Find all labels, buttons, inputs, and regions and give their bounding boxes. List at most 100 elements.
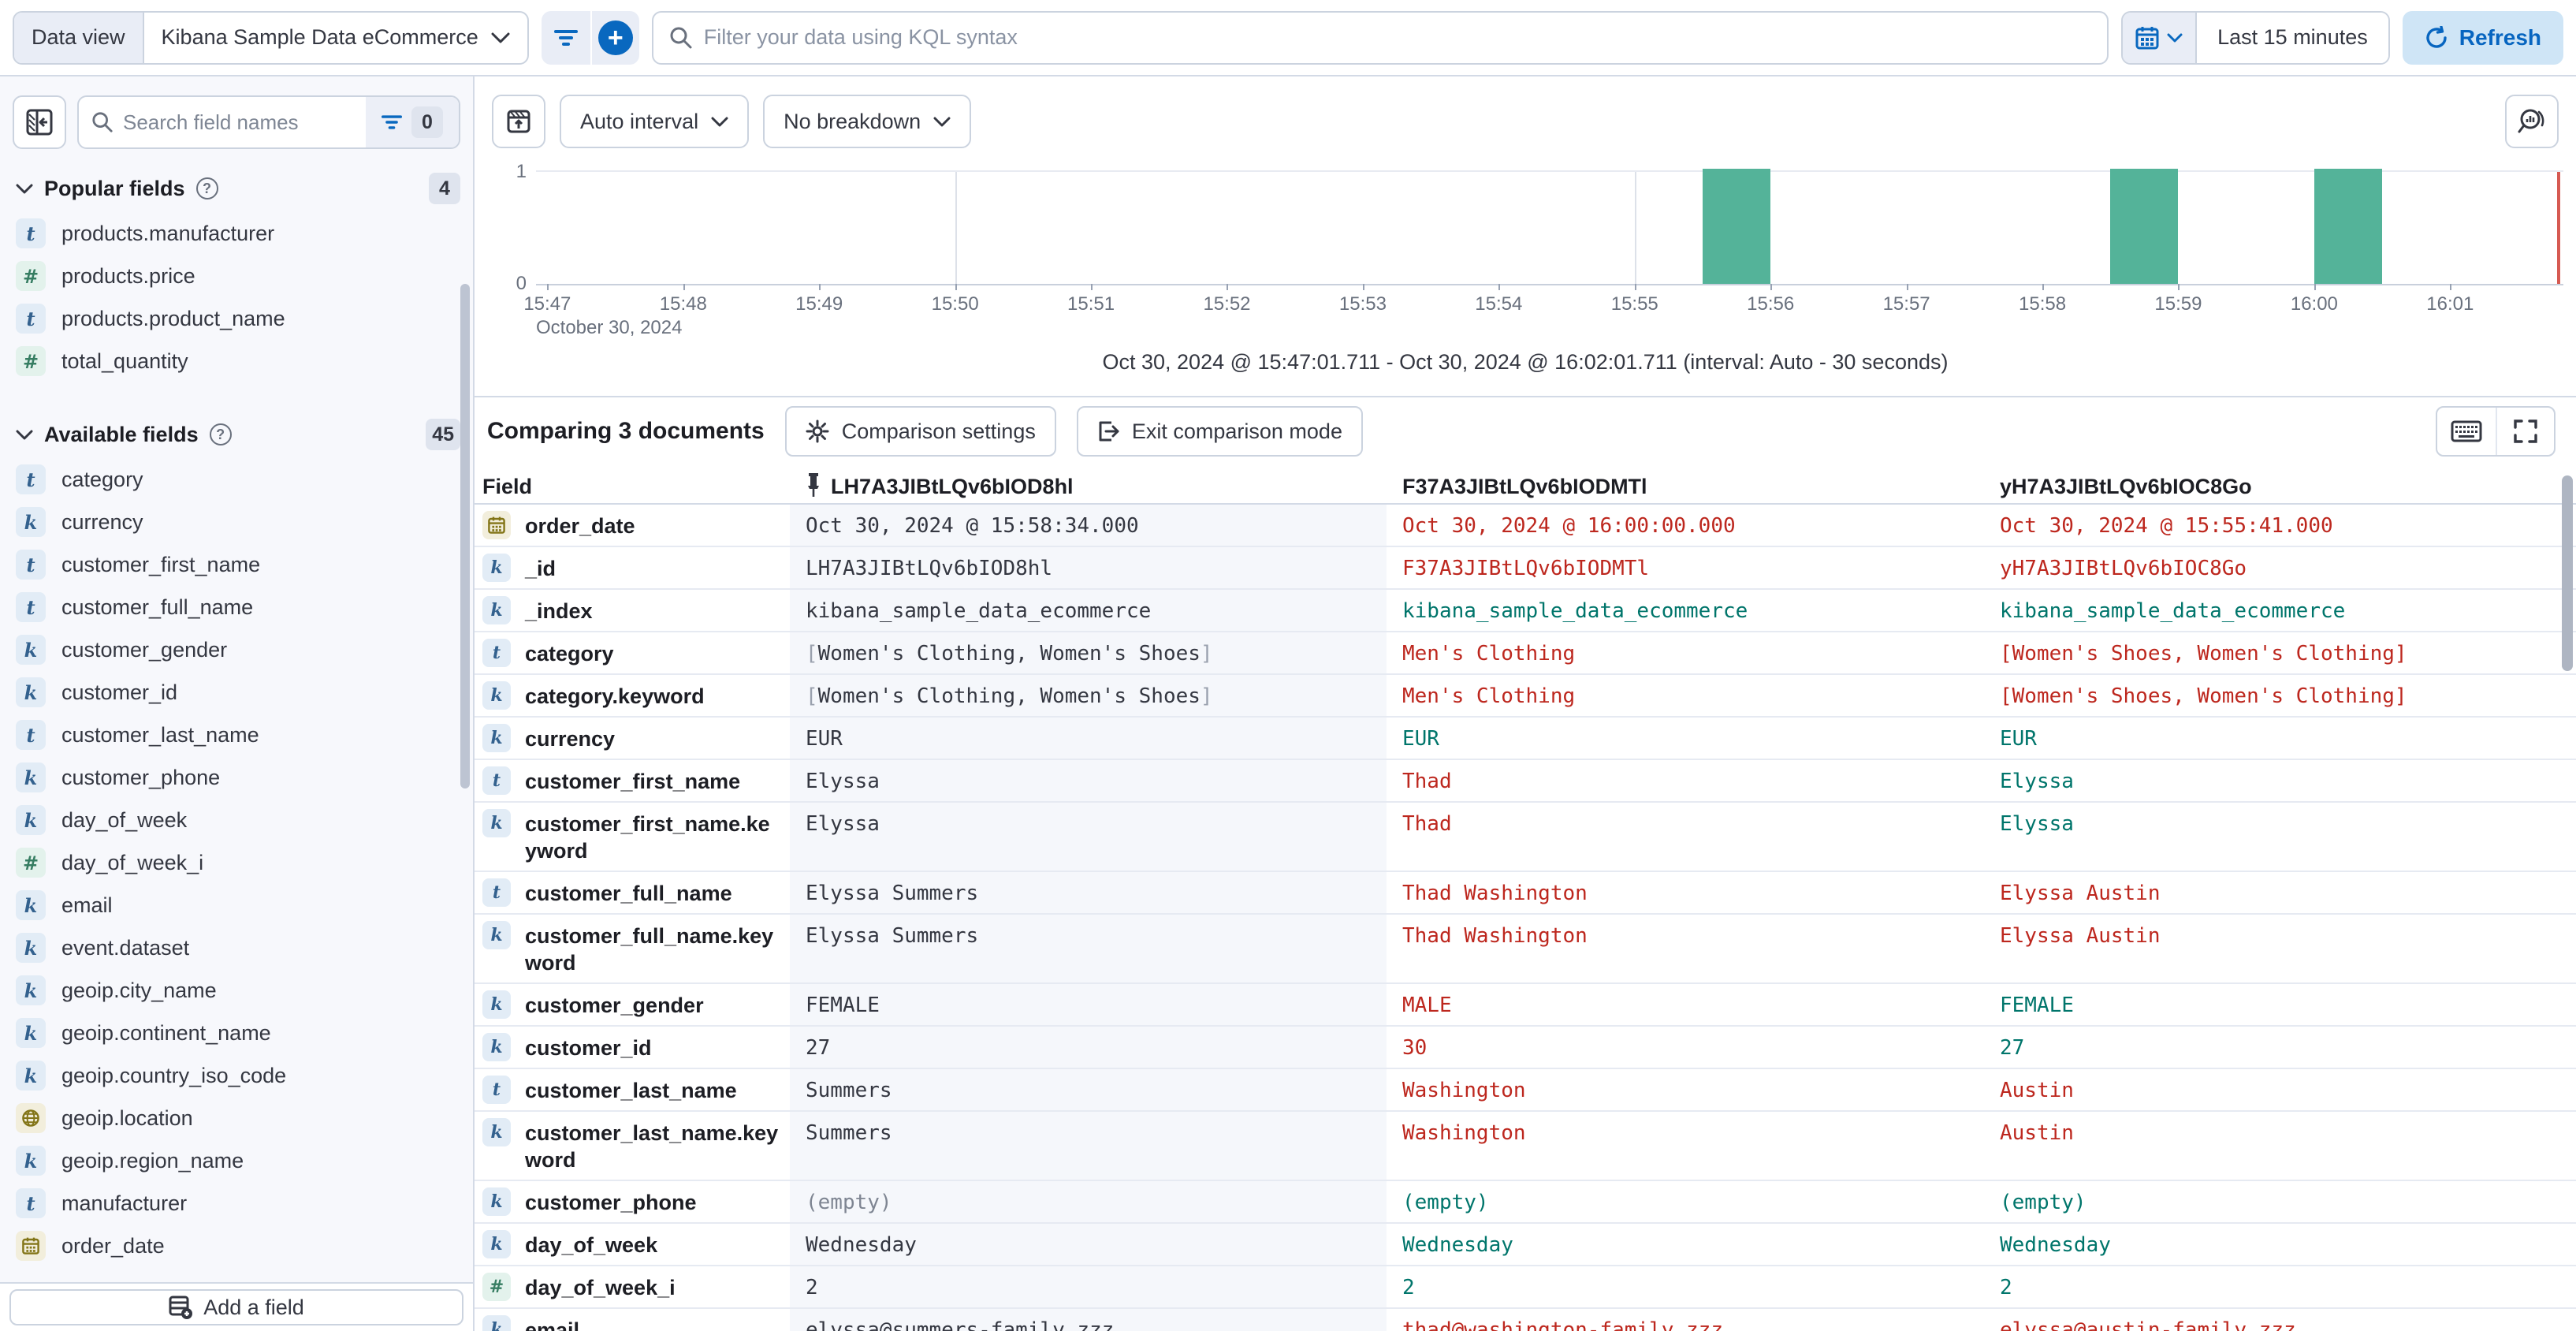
field-list-item[interactable]: geoip.location <box>0 1097 473 1139</box>
field-list-item[interactable]: k geoip.country_iso_code <box>0 1054 473 1097</box>
field-name-label: _index <box>525 599 593 623</box>
field-list-item[interactable]: t customer_last_name <box>0 714 473 756</box>
field-cell[interactable]: t customer_first_name <box>475 760 790 801</box>
collapse-panel-icon <box>25 108 54 136</box>
kql-search-input[interactable] <box>703 25 2092 50</box>
field-list-item[interactable]: k event.dataset <box>0 926 473 969</box>
exit-icon <box>1097 419 1119 443</box>
text-field-icon: t <box>16 550 46 580</box>
field-list-item[interactable]: t products.manufacturer <box>0 212 473 255</box>
collapse-sidebar-button[interactable] <box>13 95 66 149</box>
field-cell[interactable]: order_date <box>475 505 790 546</box>
field-cell[interactable]: # day_of_week_i <box>475 1266 790 1307</box>
field-name-label: _id <box>525 557 557 580</box>
field-list-item[interactable]: # day_of_week_i <box>0 841 473 884</box>
value-cell: Thad Washington <box>1387 915 1984 982</box>
field-cell[interactable]: k day_of_week <box>475 1224 790 1265</box>
field-list-item[interactable]: t customer_full_name <box>0 586 473 628</box>
field-list-item[interactable]: t customer_first_name <box>0 543 473 586</box>
interval-select[interactable]: Auto interval <box>560 95 750 148</box>
field-list-item[interactable]: t products.product_name <box>0 297 473 340</box>
field-cell[interactable]: k email <box>475 1309 790 1331</box>
keyword-field-icon: k <box>482 554 511 582</box>
field-name-label: customer_id <box>525 1036 652 1060</box>
field-list-item[interactable]: t category <box>0 458 473 501</box>
time-range-value[interactable]: Last 15 minutes <box>2197 12 2388 63</box>
data-view-picker[interactable]: Data view Kibana Sample Data eCommerce <box>13 10 529 65</box>
chart-plot-area[interactable] <box>536 169 2563 290</box>
popular-fields-header[interactable]: Popular fields ? 4 <box>0 157 473 212</box>
field-cell[interactable]: k customer_id <box>475 1027 790 1068</box>
histogram-bar[interactable] <box>1702 169 1771 284</box>
field-list-item[interactable]: k geoip.region_name <box>0 1139 473 1182</box>
keyword-field-icon: k <box>482 809 511 837</box>
field-list-item[interactable]: k customer_id <box>0 671 473 714</box>
field-cell[interactable]: t customer_full_name <box>475 872 790 913</box>
data-view-value[interactable]: Kibana Sample Data eCommerce <box>144 13 527 63</box>
x-axis-tick-label: 15:51 <box>1067 293 1115 315</box>
field-cell[interactable]: k _id <box>475 547 790 588</box>
field-cell[interactable]: k customer_first_name.keyword <box>475 803 790 871</box>
value-cell-pinned: FEMALE <box>790 984 1387 1025</box>
main-panel: Auto interval No breakdown 1 0 15:47 15:4… <box>475 76 2576 1331</box>
breakdown-select[interactable]: No breakdown <box>763 95 972 148</box>
exit-comparison-button[interactable]: Exit comparison mode <box>1076 406 1363 457</box>
available-fields-count: 45 <box>426 419 460 450</box>
keyboard-shortcuts-button[interactable] <box>2437 408 2496 455</box>
field-list-item[interactable]: order_date <box>0 1225 473 1267</box>
field-list-item[interactable]: # total_quantity <box>0 340 473 382</box>
comparison-settings-button[interactable]: Comparison settings <box>784 406 1056 457</box>
histogram-bar[interactable] <box>2110 169 2179 284</box>
add-field-button[interactable]: Add a field <box>9 1289 463 1325</box>
field-column-header: Field <box>482 475 533 498</box>
field-list-item[interactable]: t manufacturer <box>0 1182 473 1225</box>
field-cell[interactable]: k customer_full_name.keyword <box>475 915 790 982</box>
table-scrollbar[interactable] <box>2562 475 2573 671</box>
field-search-input[interactable] <box>123 110 353 135</box>
field-value: [Women's Shoes, Women's Clothing] <box>2000 684 2407 708</box>
date-picker-button[interactable] <box>2123 12 2198 63</box>
field-cell[interactable]: t customer_last_name <box>475 1069 790 1110</box>
doc-column-header[interactable]: yH7A3JIBtLQv6bIOC8Go <box>2000 475 2252 498</box>
field-cell[interactable]: k customer_last_name.keyword <box>475 1112 790 1180</box>
field-list-item[interactable]: k day_of_week <box>0 799 473 841</box>
add-filter-button[interactable]: + <box>590 10 639 65</box>
doc-column-header[interactable]: F37A3JIBtLQv6bIODMTl <box>1402 475 1647 498</box>
sidebar-scrollbar[interactable] <box>460 284 470 789</box>
value-cell: [Women's Shoes, Women's Clothing] <box>1984 632 2576 673</box>
doc-column-header-pinned[interactable]: LH7A3JIBtLQv6bIOD8hl <box>790 465 1387 503</box>
data-view-label: Data view <box>14 12 144 63</box>
field-value: EUR <box>2000 727 2037 751</box>
edit-visualization-button[interactable] <box>2505 95 2559 148</box>
field-cell[interactable]: k customer_phone <box>475 1181 790 1222</box>
field-value: Austin <box>2000 1121 2074 1145</box>
x-axis-tickmark <box>1227 284 1229 290</box>
value-cell: Thad Washington <box>1387 872 1984 913</box>
field-list-item[interactable]: k email <box>0 884 473 926</box>
field-list-item[interactable]: k customer_phone <box>0 756 473 799</box>
field-cell[interactable]: k _index <box>475 590 790 631</box>
field-list-item[interactable]: k geoip.city_name <box>0 969 473 1012</box>
field-name-label: order_date <box>525 514 635 538</box>
field-name-label: category <box>61 467 143 491</box>
fullscreen-icon[interactable] <box>2496 408 2554 455</box>
field-cell[interactable]: k customer_gender <box>475 984 790 1025</box>
value-cell: Wednesday <box>1984 1224 2576 1265</box>
help-icon: ? <box>209 423 232 446</box>
available-fields-header[interactable]: Available fields ? 45 <box>0 403 473 458</box>
refresh-button[interactable]: Refresh <box>2402 10 2563 65</box>
field-list-item[interactable]: k geoip.continent_name <box>0 1012 473 1054</box>
field-cell[interactable]: k currency <box>475 718 790 759</box>
x-axis-date-label: October 30, 2024 <box>536 317 683 338</box>
field-name-label: geoip.location <box>61 1105 193 1130</box>
kql-search-bar[interactable] <box>651 10 2109 65</box>
hide-chart-button[interactable] <box>492 95 545 148</box>
field-list-item[interactable]: # products.price <box>0 255 473 297</box>
field-list-item[interactable]: k customer_gender <box>0 628 473 671</box>
field-list-item[interactable]: k currency <box>0 501 473 543</box>
histogram-bar[interactable] <box>2314 169 2383 284</box>
field-cell[interactable]: k category.keyword <box>475 675 790 716</box>
field-cell[interactable]: t category <box>475 632 790 673</box>
filter-icon[interactable] <box>542 11 590 65</box>
field-filter-button[interactable]: 0 <box>366 97 459 147</box>
